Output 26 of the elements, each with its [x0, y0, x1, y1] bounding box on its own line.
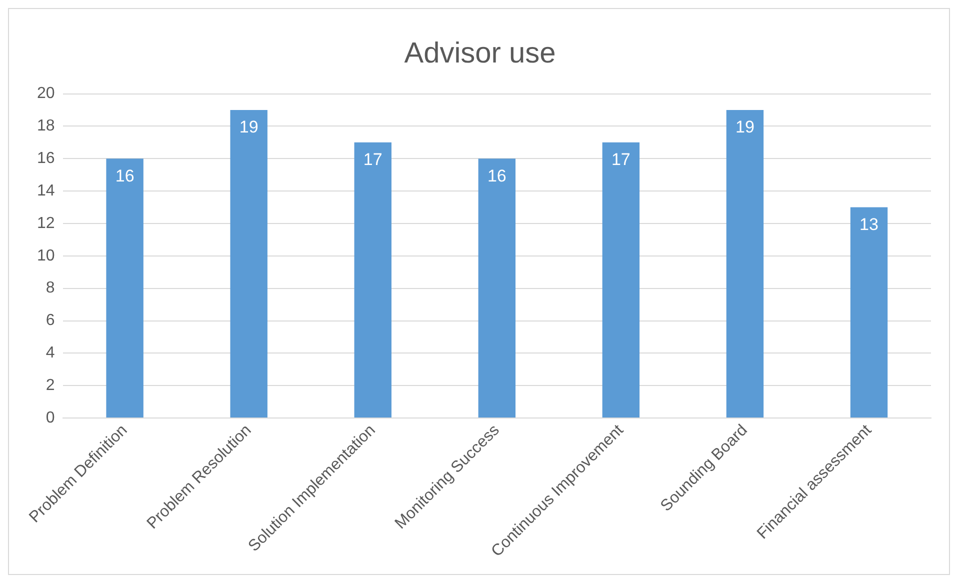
y-tick-label: 12	[37, 214, 55, 232]
bar	[230, 110, 268, 418]
y-tick-label: 2	[46, 377, 55, 394]
bar	[726, 110, 764, 418]
bar	[850, 207, 888, 418]
bar	[478, 158, 516, 418]
data-label: 19	[239, 118, 258, 137]
y-tick-label: 18	[37, 118, 55, 135]
data-label: 17	[611, 150, 630, 170]
data-label: 16	[115, 166, 134, 186]
bar	[354, 142, 392, 418]
data-label: 17	[363, 150, 382, 170]
bar	[602, 142, 640, 418]
y-tick-label: 14	[37, 182, 55, 200]
y-tick-label: 0	[46, 409, 55, 426]
y-tick-label: 4	[46, 344, 55, 362]
y-tick-label: 20	[37, 85, 55, 102]
y-tick-label: 8	[46, 280, 55, 297]
data-label: 19	[735, 118, 754, 137]
y-tick-label: 6	[46, 312, 55, 330]
y-tick-label: 16	[37, 150, 55, 168]
bar	[106, 158, 144, 418]
chart-title: Advisor use	[404, 37, 556, 70]
y-tick-label: 10	[37, 247, 55, 264]
data-label: 16	[487, 166, 506, 186]
data-label: 13	[860, 214, 878, 234]
